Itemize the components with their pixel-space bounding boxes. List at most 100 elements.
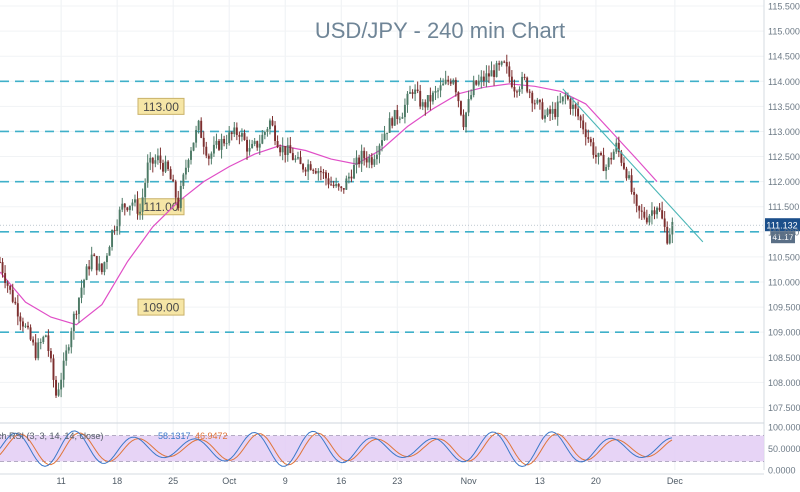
candle-body xyxy=(353,165,355,179)
candle-body xyxy=(419,91,422,107)
candle-body xyxy=(151,157,154,164)
candle-body xyxy=(337,183,340,187)
candle-body xyxy=(149,157,152,163)
candle-body xyxy=(235,127,238,136)
candle-body xyxy=(83,279,86,288)
candle-body xyxy=(179,185,182,208)
candle-body xyxy=(88,266,91,270)
candle-body xyxy=(279,147,282,153)
candle-body xyxy=(526,77,529,92)
price-tick-label: 115.500 xyxy=(768,2,800,12)
candle-body xyxy=(475,80,478,85)
candle-body xyxy=(429,95,432,102)
candle-body xyxy=(564,95,567,97)
candle-body xyxy=(67,347,70,351)
candle-body xyxy=(118,209,121,227)
candle-body xyxy=(312,169,315,171)
candle-body xyxy=(401,117,404,119)
candle-body xyxy=(373,159,376,165)
time-tick-label: 11 xyxy=(56,476,65,486)
candle-body xyxy=(365,158,368,163)
candle-body xyxy=(294,158,297,160)
candle-body xyxy=(116,226,119,232)
candle-body xyxy=(640,210,643,212)
candle-body xyxy=(55,379,57,396)
oscillator-panel: ch RSI (3, 3, 14, 14, close) 58.1317 46.94… xyxy=(0,422,800,476)
candle-body xyxy=(34,342,37,359)
candle-body xyxy=(325,172,327,179)
candle-body xyxy=(266,129,269,132)
candle-body xyxy=(24,325,27,327)
candle-body xyxy=(16,303,19,317)
price-tick-label: 107.500 xyxy=(768,403,800,413)
rsi-readout-value: 41.17 xyxy=(772,232,794,242)
candle-body xyxy=(75,313,78,315)
candle-body xyxy=(421,102,424,107)
candle-body xyxy=(406,93,409,105)
candle-body xyxy=(579,116,582,121)
candle-body xyxy=(261,134,264,144)
time-tick-label: Dec xyxy=(667,476,684,486)
candle-body xyxy=(566,95,569,100)
price-tick-label: 114.000 xyxy=(768,77,800,87)
candle-body xyxy=(258,143,261,148)
candle-body xyxy=(144,182,147,198)
candle-body xyxy=(332,184,335,187)
candle-body xyxy=(605,167,608,171)
candle-body xyxy=(434,90,437,93)
candle-body xyxy=(156,155,159,161)
candle-body xyxy=(169,169,172,180)
candle-body xyxy=(14,301,17,304)
candle-body xyxy=(223,138,226,144)
candle-body xyxy=(218,140,220,150)
candle-body xyxy=(210,153,213,159)
candle-body xyxy=(671,221,674,235)
candle-body xyxy=(27,325,29,328)
time-tick-label: 20 xyxy=(591,476,601,486)
candle-body xyxy=(396,110,399,120)
candle-body xyxy=(243,133,246,140)
price-tick-label: 109.000 xyxy=(768,328,800,338)
candle-body xyxy=(80,287,83,298)
candle-body xyxy=(11,289,14,302)
candle-body xyxy=(495,63,498,77)
candle-body xyxy=(62,360,65,380)
candle-body xyxy=(286,145,289,155)
candle-body xyxy=(533,103,536,105)
candle-body xyxy=(141,197,144,212)
candle-body xyxy=(498,63,501,65)
candle-body xyxy=(98,263,101,271)
candle-body xyxy=(370,157,373,165)
trendline-group xyxy=(562,88,704,243)
candle-body xyxy=(90,254,93,270)
candle-body xyxy=(238,135,241,137)
candle-body xyxy=(121,203,124,210)
candle-body xyxy=(572,104,574,109)
candle-body xyxy=(123,203,126,208)
candle-body xyxy=(93,254,96,257)
candle-body xyxy=(416,89,419,92)
candle-body xyxy=(60,379,63,390)
candle-body xyxy=(345,178,348,190)
candle-body xyxy=(256,141,259,148)
candle-body xyxy=(205,146,208,156)
candle-body xyxy=(503,61,506,63)
trendline xyxy=(562,88,704,243)
price-tick-label: 115.000 xyxy=(768,27,800,37)
candle-body xyxy=(625,168,628,179)
time-tick-label: 13 xyxy=(535,476,545,486)
candle-body xyxy=(561,96,564,102)
candle-body xyxy=(215,140,218,145)
candle-body xyxy=(546,109,549,116)
candle-body xyxy=(454,79,457,93)
candle-body xyxy=(386,132,389,134)
candle-body xyxy=(360,150,363,165)
candle-body xyxy=(467,99,470,113)
candle-body xyxy=(594,154,597,157)
candle-body xyxy=(251,143,254,148)
candle-body xyxy=(480,76,483,81)
time-tick-label: 18 xyxy=(112,476,122,486)
candle-body xyxy=(128,205,131,211)
time-tick-label: 16 xyxy=(336,476,346,486)
candle-body xyxy=(551,108,554,114)
